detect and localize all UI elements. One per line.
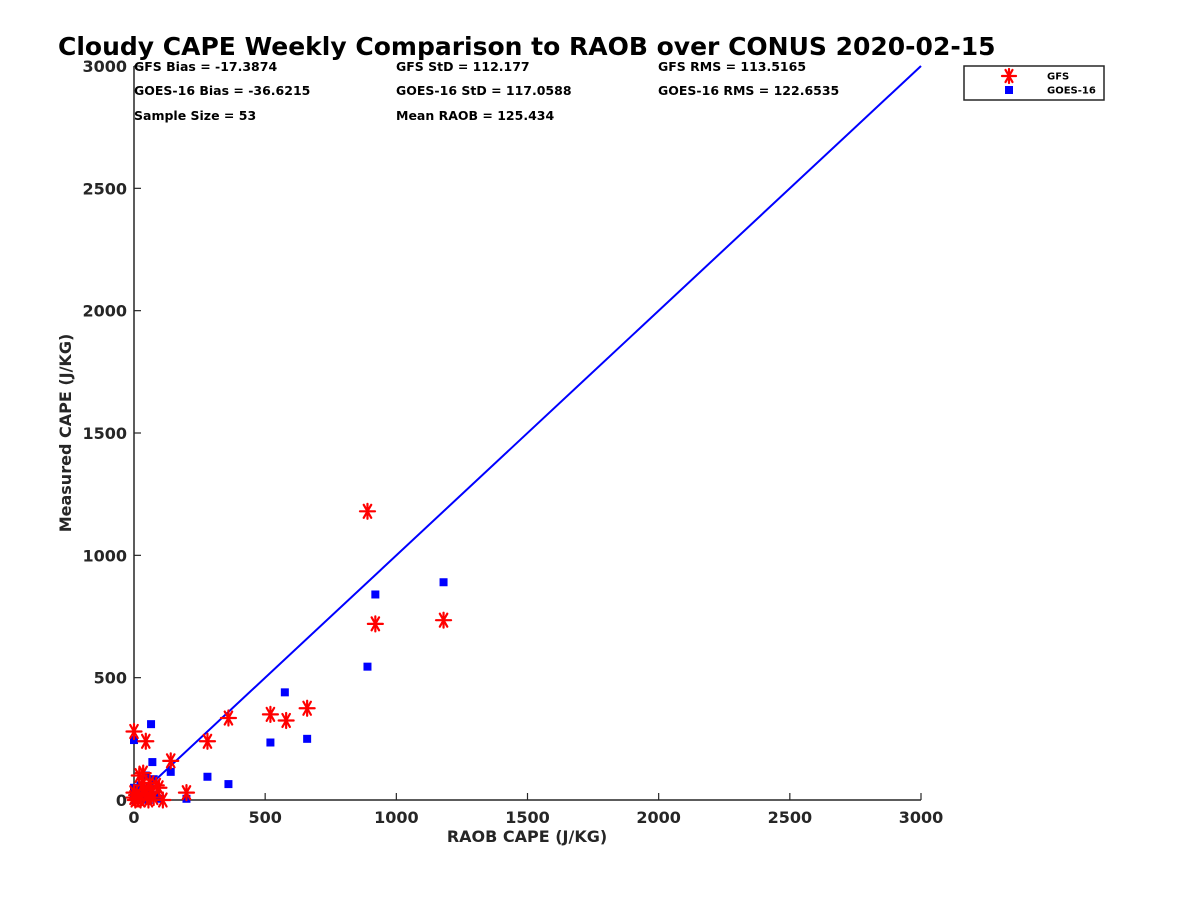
data-point-gfs (125, 722, 143, 741)
stat-label: Sample Size = 53 (134, 108, 256, 123)
data-point-goes16 (147, 720, 156, 729)
x-tick-label: 1500 (505, 808, 550, 827)
x-tick-label: 3000 (899, 808, 944, 827)
y-axis-label: Measured CAPE (J/KG) (56, 334, 75, 533)
x-axis-label: RAOB CAPE (J/KG) (447, 827, 607, 846)
x-tick-label: 0 (128, 808, 139, 827)
data-point-goes16 (439, 578, 448, 587)
data-point-gfs (177, 784, 196, 802)
stat-label: GOES-16 RMS = 122.6535 (658, 83, 839, 98)
legend: GFS GOES-16 (963, 65, 1105, 101)
data-point-gfs (219, 709, 238, 727)
one-to-one-line (133, 65, 922, 801)
stat-label: GFS RMS = 113.5165 (658, 59, 806, 74)
data-point-gfs (358, 502, 377, 520)
data-point-gfs (434, 611, 453, 629)
y-ticks: 0 500 1000 1500 2000 2500 3000 (82, 57, 141, 810)
data-point-gfs (277, 711, 295, 730)
x-ticks: 0 500 1000 1500 2000 2500 3000 (128, 793, 943, 827)
stat-label: GOES-16 Bias = -36.6215 (134, 83, 310, 98)
legend-label: GOES-16 (1047, 86, 1096, 97)
data-point-gfs (298, 699, 316, 717)
legend-marker-asterisk-icon (1000, 67, 1018, 85)
y-tick-label: 2000 (82, 302, 127, 321)
legend-label: GFS (1047, 72, 1069, 83)
legend-item-gfs: GFS (1000, 67, 1069, 85)
stat-label: Mean RAOB = 125.434 (396, 108, 554, 123)
data-point-goes16 (156, 794, 165, 803)
data-point-gfs (162, 752, 180, 770)
legend-box (963, 65, 1105, 101)
data-point-goes16 (303, 734, 312, 743)
y-tick-label: 1500 (82, 424, 127, 443)
data-point-goes16 (224, 780, 233, 789)
data-point-gfs (150, 779, 168, 797)
data-point-goes16 (166, 767, 175, 776)
x-tick-label: 2000 (636, 808, 681, 827)
data-point-gfs (261, 705, 280, 723)
data-point-gfs (154, 791, 172, 809)
y-tick-label: 3000 (82, 57, 127, 76)
stat-label: GOES-16 StD = 117.0588 (396, 83, 572, 98)
data-point-goes16 (266, 738, 275, 747)
series-layer (125, 502, 453, 809)
x-tick-label: 2500 (768, 808, 813, 827)
x-tick-label: 500 (248, 808, 281, 827)
legend-marker-square-icon (1005, 86, 1013, 94)
data-point-gfs (366, 615, 384, 633)
y-tick-label: 0 (116, 791, 127, 810)
stats-panel: GFS Bias = -17.3874 GFS StD = 112.177 GFS … (134, 59, 839, 123)
y-tick-label: 500 (94, 669, 127, 688)
stat-label: GFS StD = 112.177 (396, 59, 530, 74)
data-point-goes16 (148, 758, 157, 767)
data-point-gfs (198, 732, 217, 750)
data-point-goes16 (203, 772, 212, 781)
legend-item-goes-16: GOES-16 (1005, 86, 1096, 97)
series-gfs (125, 502, 453, 809)
data-point-goes16 (280, 688, 289, 697)
stat-label: GFS Bias = -17.3874 (134, 59, 277, 74)
chart-title: Cloudy CAPE Weekly Comparison to RAOB ov… (58, 32, 996, 61)
x-tick-label: 1000 (374, 808, 419, 827)
y-tick-label: 2500 (82, 179, 127, 198)
reference-line (133, 65, 922, 801)
y-tick-label: 1000 (82, 546, 127, 565)
data-point-goes16 (363, 662, 372, 671)
data-point-gfs (137, 732, 155, 750)
series-goes-16 (130, 578, 448, 804)
data-point-goes16 (371, 590, 380, 599)
